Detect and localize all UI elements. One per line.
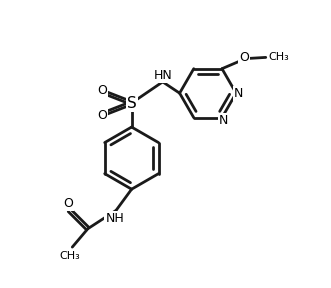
Text: HN: HN bbox=[153, 69, 172, 82]
Text: O: O bbox=[97, 84, 107, 97]
Text: N: N bbox=[219, 114, 228, 127]
Text: S: S bbox=[127, 96, 136, 111]
Text: NH: NH bbox=[105, 212, 124, 225]
Text: CH₃: CH₃ bbox=[59, 251, 80, 261]
Text: N: N bbox=[234, 87, 244, 100]
Text: O: O bbox=[239, 52, 249, 65]
Text: O: O bbox=[97, 109, 107, 122]
Text: O: O bbox=[63, 197, 73, 210]
Text: CH₃: CH₃ bbox=[268, 52, 289, 62]
